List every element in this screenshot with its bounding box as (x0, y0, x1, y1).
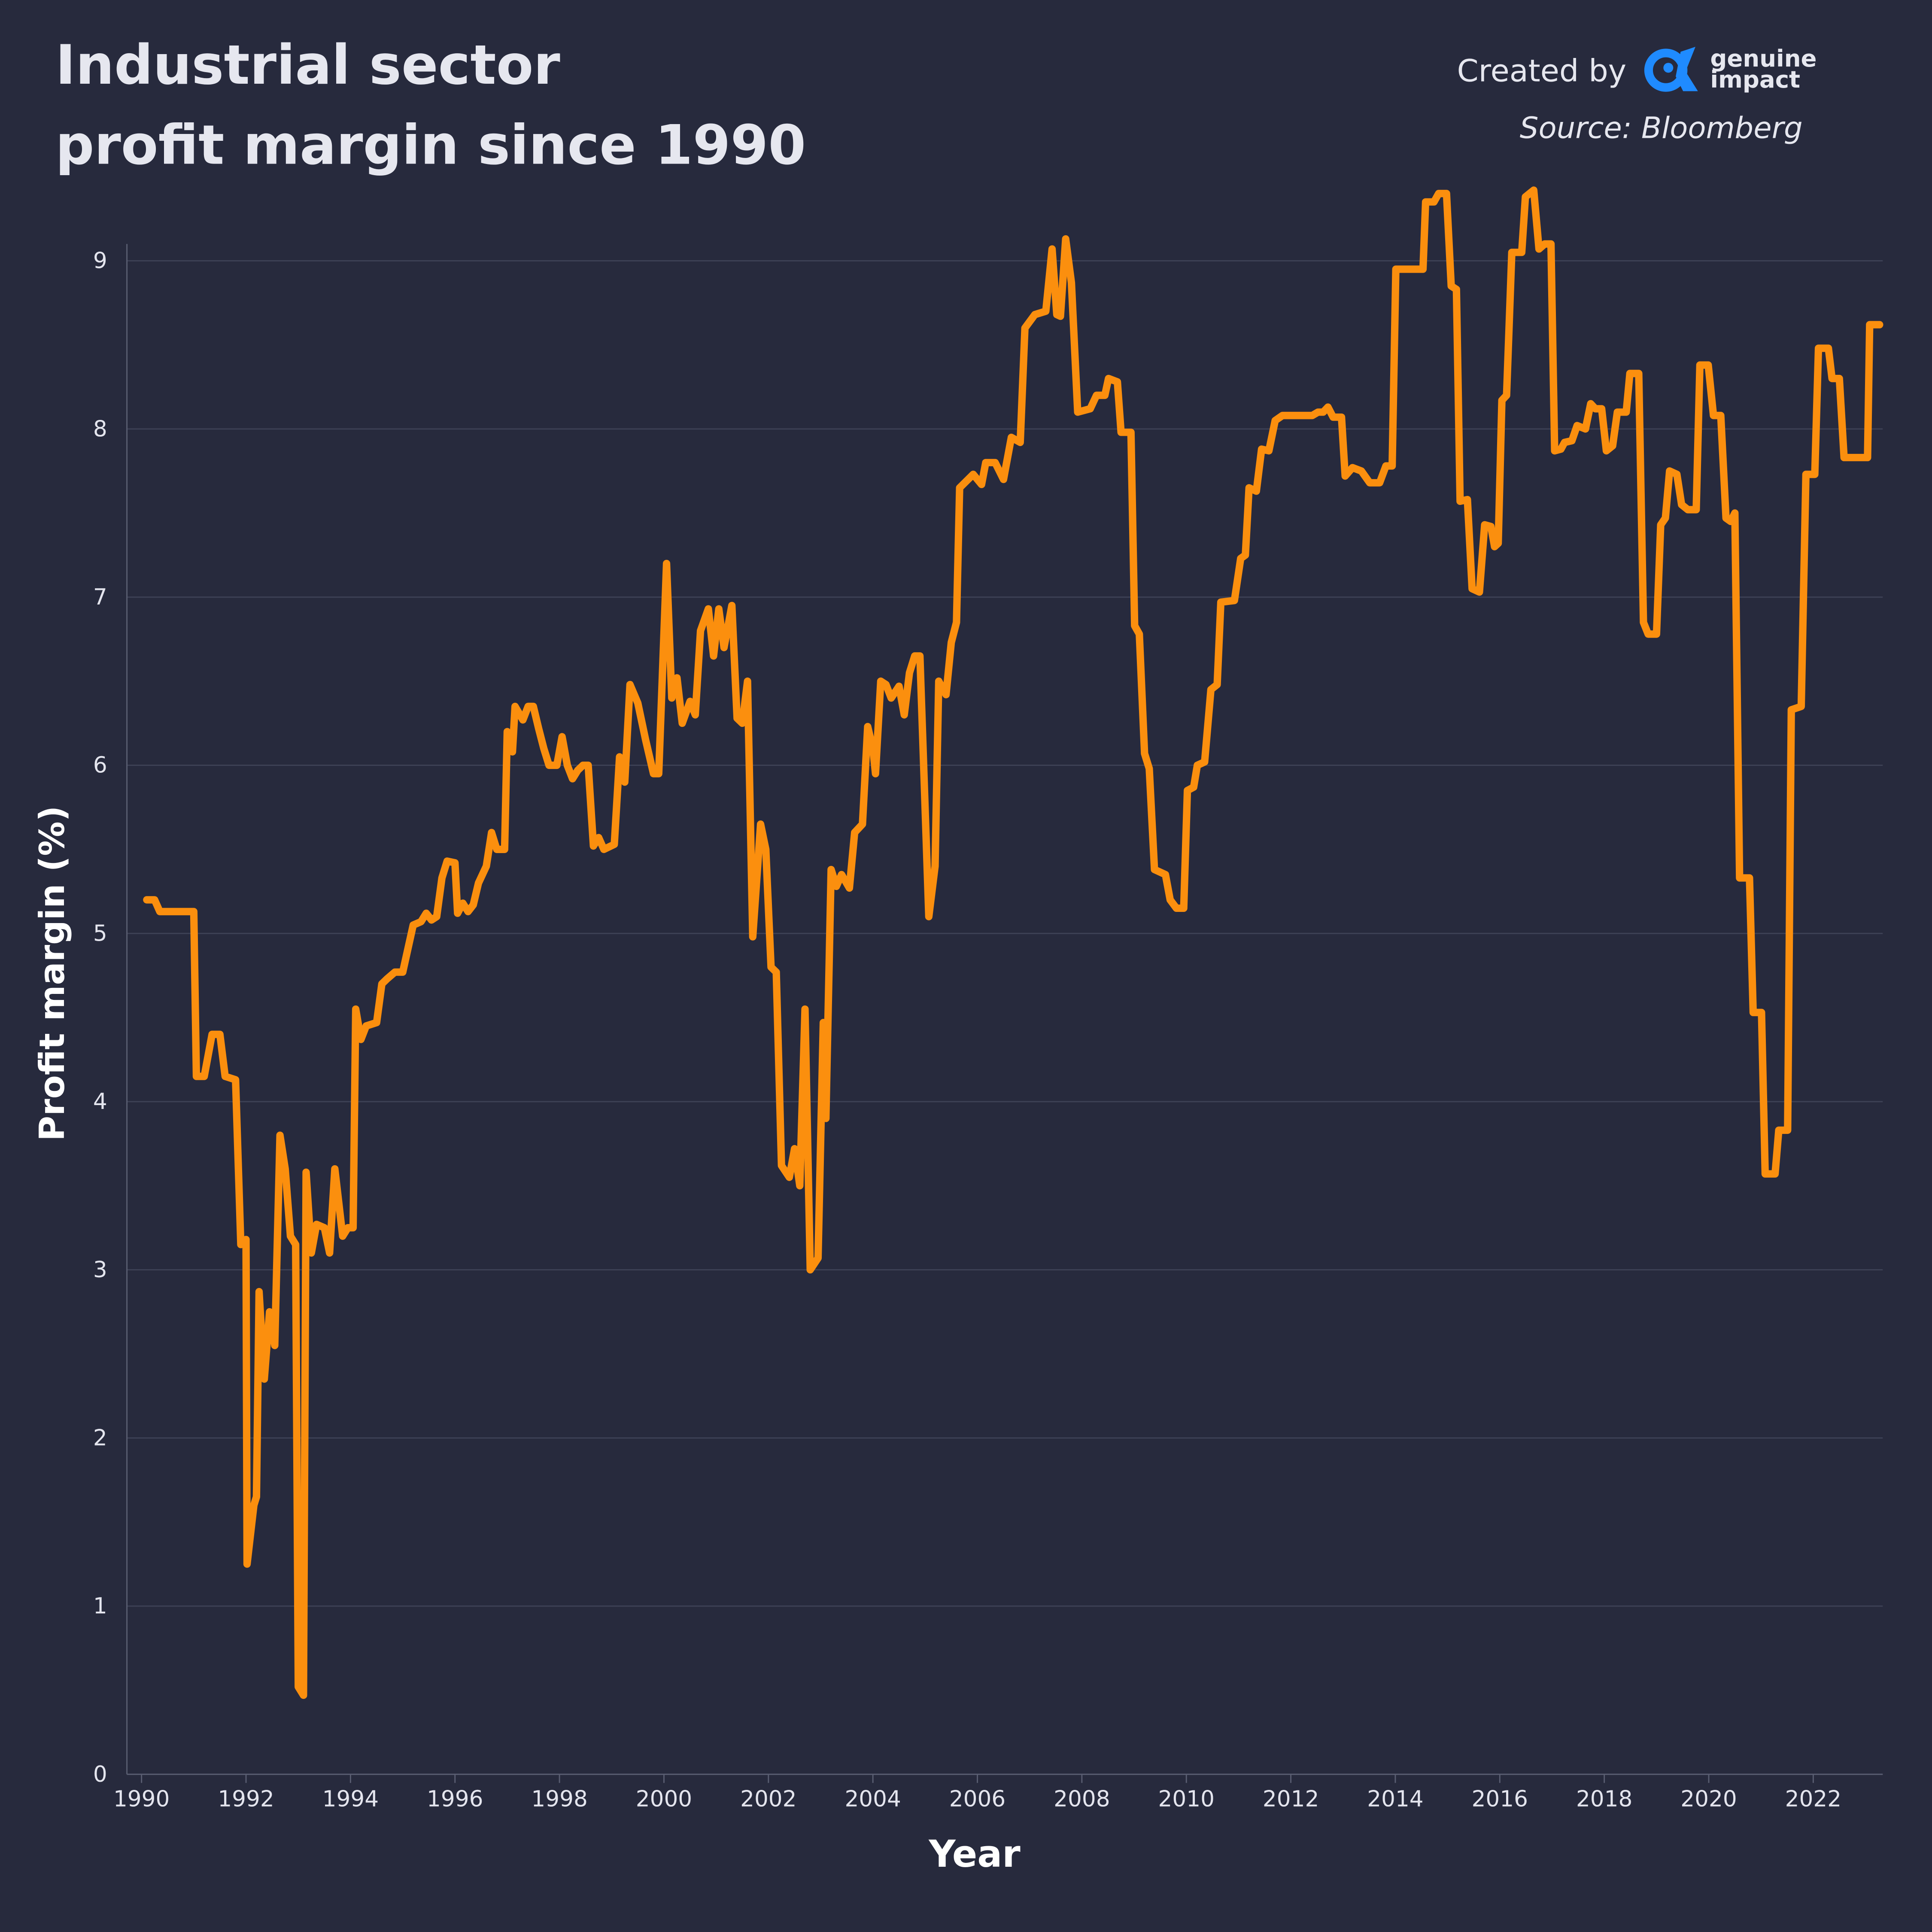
y-tick-label: 2 (93, 1425, 107, 1451)
x-tick-label: 1994 (322, 1786, 379, 1812)
y-tick-label: 9 (93, 248, 107, 274)
x-tick-label: 2000 (636, 1786, 692, 1812)
y-tick-label: 8 (93, 416, 107, 442)
y-tick-label: 7 (93, 584, 107, 610)
chart-title: Industrial sector (55, 33, 560, 97)
y-tick-label: 3 (93, 1257, 107, 1283)
x-tick-label: 1990 (113, 1786, 170, 1812)
x-tick-label: 1998 (531, 1786, 587, 1812)
brand: impact (1710, 66, 1800, 93)
x-axis-title: Year (928, 1833, 1021, 1876)
y-axis-title: Profit margin (%) (32, 806, 72, 1141)
x-tick-label: 2020 (1680, 1786, 1737, 1812)
x-tick-label: 2016 (1472, 1786, 1528, 1812)
plot: 0 1 2 3 4 5 6 7 8 9 1990 1992 1994 1996 1998 2000 2002 20… (93, 186, 1883, 1812)
x-tick-label: 2018 (1576, 1786, 1632, 1812)
x-tick-label: 2012 (1263, 1786, 1319, 1812)
brand: genuine (1710, 45, 1817, 72)
y-tick-label: 5 (93, 920, 107, 946)
x-tick-label: 2014 (1367, 1786, 1423, 1812)
x-tick-label: 2010 (1158, 1786, 1215, 1812)
y-tick-label: 4 (93, 1089, 107, 1115)
x-tick-label: 1992 (218, 1786, 274, 1812)
x-tick-label: 2004 (844, 1786, 901, 1812)
x-tick-label: 2002 (740, 1786, 796, 1812)
x-tick-label: 2022 (1785, 1786, 1841, 1812)
credit: Created by (1457, 52, 1627, 88)
x-tick-label: 1996 (427, 1786, 483, 1812)
line (143, 186, 1883, 1699)
chart-title: profit margin since 1990 (55, 114, 806, 177)
y-tick-label: 0 (93, 1762, 107, 1787)
logo-icon (1644, 47, 1698, 92)
x-tick-label: 2008 (1054, 1786, 1110, 1812)
y-tick-label: 1 (93, 1593, 107, 1619)
y-tick-label: 6 (93, 753, 107, 778)
source: Source: Bloomberg (1520, 111, 1803, 145)
x-tick-label: 2006 (949, 1786, 1005, 1812)
